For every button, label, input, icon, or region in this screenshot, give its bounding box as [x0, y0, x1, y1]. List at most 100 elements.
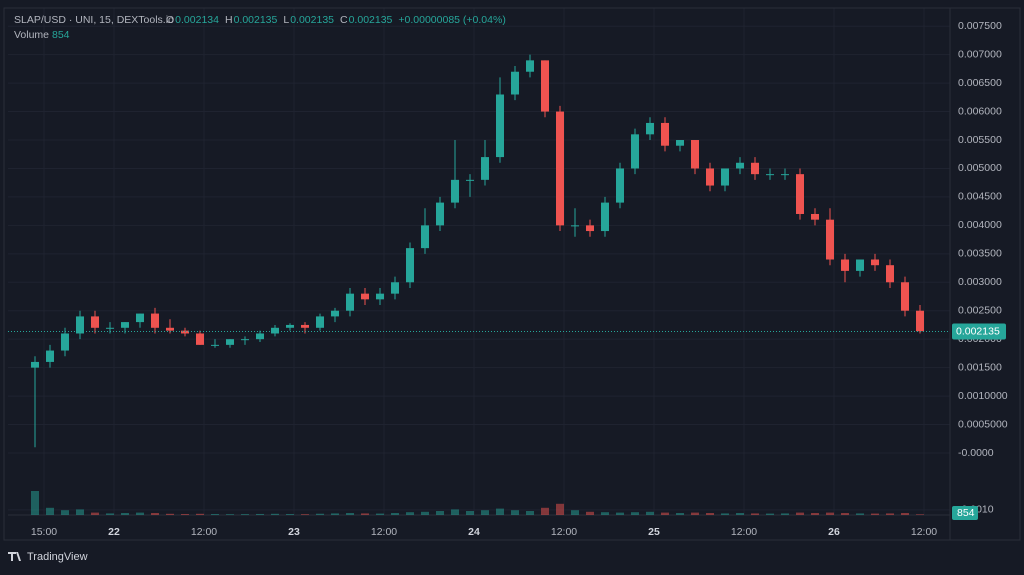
y-tick-label: 0.002500 [958, 305, 1002, 317]
volume-bar [751, 513, 759, 515]
volume-bar [736, 513, 744, 515]
ohlc-value: 0.002135 [234, 14, 278, 26]
candle-body [556, 111, 564, 226]
candle-body [751, 162, 759, 175]
x-tick-label: 25 [648, 526, 660, 538]
last-price-label: 0.002135 [956, 325, 1000, 337]
volume-bar [811, 513, 819, 515]
candle-body [571, 225, 579, 227]
candle-body [421, 225, 429, 249]
candle-body [766, 174, 774, 176]
candle-body [466, 179, 474, 181]
candle-body [106, 327, 114, 329]
volume-bar [541, 507, 549, 515]
candle-body [631, 134, 639, 169]
candle-body [511, 71, 519, 95]
volume-bar [436, 511, 444, 515]
candle-body [586, 225, 594, 232]
volume-bar [826, 512, 834, 515]
volume-bar [781, 513, 789, 515]
y-tick-label: 0.007500 [958, 20, 1002, 32]
candle-body [316, 316, 324, 328]
y-tick-label: 0.003500 [958, 248, 1002, 260]
volume-bar [61, 510, 69, 515]
volume-bar [406, 512, 414, 515]
plot [8, 54, 950, 515]
x-tick-label: 26 [828, 526, 840, 538]
candle-body [856, 259, 864, 271]
volume-bar [766, 513, 774, 515]
candle-body [91, 316, 99, 328]
volume-bar [841, 513, 849, 515]
y-tick-label: 0.0005000 [958, 418, 1008, 430]
volume-bar [121, 513, 129, 515]
volume-bar [796, 512, 804, 515]
candle-body [31, 361, 39, 368]
volume-bar [856, 513, 864, 515]
y-tick-label: 0.006000 [958, 105, 1002, 117]
ohlc-label: O [166, 14, 174, 26]
candle-body [226, 339, 234, 345]
volume-bar [571, 510, 579, 515]
volume-box [952, 506, 978, 520]
candle-body [691, 140, 699, 169]
volume-bar [451, 509, 459, 515]
volume-bar [616, 512, 624, 515]
y-tick-label: 0.004000 [958, 219, 1002, 231]
ohlc-label: L [283, 14, 289, 26]
volume-label: Volume [14, 29, 49, 41]
candle-body [541, 60, 549, 112]
x-tick-label: 23 [288, 526, 300, 538]
y-tick-label: -0.0000 [958, 447, 994, 459]
x-tick-label: 22 [108, 526, 120, 538]
ohlc-label: C [340, 14, 348, 26]
volume-bar [196, 513, 204, 515]
volume-bar [211, 514, 219, 515]
candle-body [601, 202, 609, 232]
candle-body [826, 219, 834, 260]
volume-bar [661, 512, 669, 515]
ohlc-change: +0.00000085 (+0.04%) [398, 14, 505, 26]
candle-body [436, 202, 444, 226]
y-tick-label: 0.005500 [958, 134, 1002, 146]
volume-axis-label: 854 [957, 507, 975, 519]
candle-body [151, 313, 159, 328]
volume-bar [181, 514, 189, 515]
volume-bar [316, 513, 324, 515]
volume-bar [916, 514, 924, 515]
volume-bar [706, 513, 714, 515]
candle-body [661, 122, 669, 146]
candle-body [76, 316, 84, 334]
volume-bar [466, 511, 474, 515]
y-tick-label: 0.001500 [958, 361, 1002, 373]
candle-body [496, 94, 504, 158]
candle-body [916, 310, 924, 332]
volume-bar [871, 513, 879, 515]
volume-bar [631, 512, 639, 515]
volume-bar [586, 511, 594, 515]
volume-bar [91, 512, 99, 515]
volume-bar [376, 513, 384, 515]
candle-body [181, 330, 189, 334]
candle-body [136, 313, 144, 323]
x-tick-label: 15:00 [31, 526, 57, 538]
candle-body [676, 140, 684, 146]
ohlc-legend: O 0.002134 H 0.002135 L 0.002135 C 0.002135 +0.0… [166, 14, 506, 26]
ohlc-value: 0.002135 [290, 14, 334, 26]
volume-bar [721, 513, 729, 515]
volume-bar [166, 513, 174, 515]
volume-bar [691, 512, 699, 515]
candle-body [271, 327, 279, 334]
candle-body [616, 168, 624, 203]
volume-bar [421, 511, 429, 515]
candle-body [886, 265, 894, 283]
candle-body [121, 322, 129, 328]
candle-body [781, 174, 789, 176]
volume-bar [676, 513, 684, 515]
volume-bar [886, 513, 894, 515]
y-tick-label: 0.005000 [958, 162, 1002, 174]
volume-bar [646, 511, 654, 515]
volume-bar [511, 510, 519, 515]
